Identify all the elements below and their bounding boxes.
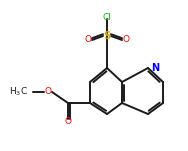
Text: N: N (151, 63, 159, 73)
Text: O: O (123, 35, 130, 45)
Text: O: O (84, 35, 92, 45)
Text: Cl: Cl (103, 13, 111, 22)
Text: O: O (64, 117, 71, 127)
Text: S: S (103, 31, 111, 41)
Text: H$_3$C: H$_3$C (9, 86, 28, 98)
Text: O: O (45, 87, 52, 96)
